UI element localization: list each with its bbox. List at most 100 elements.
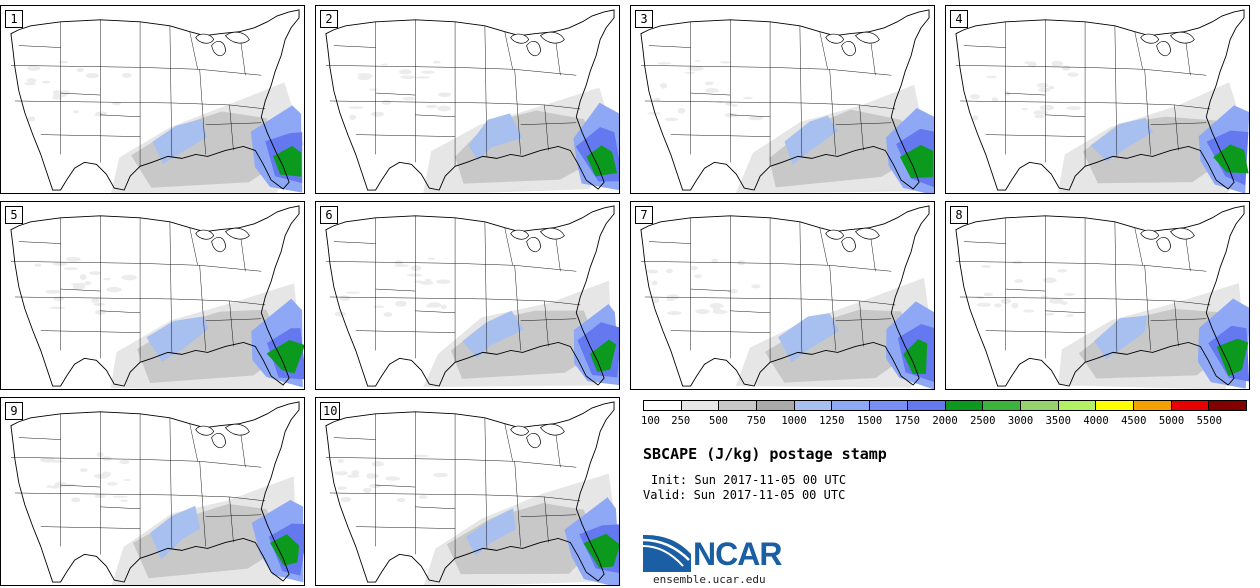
state-border [670, 134, 771, 137]
colorbar-swatch [794, 401, 833, 410]
great-lake [841, 237, 856, 253]
colorbar-tick-label: 3500 [1045, 415, 1071, 427]
state-border [60, 484, 101, 488]
cape-speckle [27, 116, 36, 122]
cape-speckle [737, 260, 745, 266]
ncar-logo: NCAR [642, 532, 793, 572]
great-lake [211, 237, 226, 253]
cape-contour-fill [465, 508, 516, 556]
cape-speckle [394, 264, 410, 268]
ensemble-panel: 1 [0, 5, 305, 194]
state-border [819, 227, 828, 266]
conus-map [10, 205, 304, 389]
colorbar-swatch [907, 401, 946, 410]
great-lake [825, 229, 844, 240]
state-border [100, 506, 141, 510]
panel-label: 6 [320, 206, 338, 224]
cape-speckle [106, 482, 118, 486]
state-border [770, 263, 892, 272]
state-border [544, 104, 549, 151]
state-border [484, 25, 488, 157]
cape-speckle [384, 476, 397, 480]
cape-speckle [994, 303, 1002, 308]
conus-map [955, 205, 1249, 389]
cape-speckle [363, 489, 372, 494]
cape-speckle [724, 112, 737, 118]
state-border [963, 45, 1006, 48]
cape-speckle [336, 486, 347, 490]
cape-speckle [42, 80, 51, 84]
cape-speckle [1062, 65, 1071, 71]
great-lake [225, 227, 250, 240]
cape-speckle [704, 81, 714, 86]
cape-contour-fill [446, 502, 597, 575]
cape-speckle [1034, 114, 1045, 119]
cape-speckle [345, 291, 361, 294]
state-border [375, 288, 416, 292]
cape-speckle [435, 279, 451, 284]
cape-speckle [666, 268, 673, 274]
cape-speckle [1038, 87, 1051, 93]
colorbar-tick-label: 5500 [1196, 415, 1222, 427]
cape-speckle [437, 105, 452, 112]
cape-contour-fill [778, 313, 840, 363]
cape-speckle [1033, 110, 1048, 115]
state-border [189, 423, 198, 462]
conus-map [10, 401, 304, 585]
cape-contour-fill [583, 533, 619, 568]
state-border [544, 496, 549, 543]
great-lake [855, 31, 880, 44]
init-time: Init: Sun 2017-11-05 00 UTC [651, 473, 847, 487]
cape-speckle [1065, 314, 1074, 318]
cape-speckle [395, 300, 407, 307]
cape-speckle [51, 485, 59, 489]
cape-contour-fill [146, 316, 209, 362]
cape-speckle [334, 471, 348, 476]
chart-title: SBCAPE (J/kg) postage stamp [643, 445, 887, 463]
cape-speckle [121, 274, 137, 281]
state-border [169, 417, 173, 549]
great-lake [526, 41, 541, 57]
cape-speckle [369, 88, 378, 91]
cape-speckle [1021, 107, 1028, 111]
cape-speckle [433, 472, 448, 478]
colorbar-tick-label: 2500 [970, 415, 996, 427]
state-border [455, 263, 577, 272]
state-border [799, 25, 803, 157]
cape-contour-fill [586, 145, 618, 177]
cape-speckle [72, 110, 80, 114]
colorbar-swatch [1171, 401, 1210, 410]
state-border [60, 92, 101, 96]
cape-speckle [24, 82, 36, 86]
state-border [10, 261, 141, 264]
state-border [640, 261, 771, 264]
state-border [670, 330, 771, 333]
cape-speckle [348, 106, 364, 109]
cape-speckle [419, 280, 434, 285]
colorbar-tick-label: 1000 [781, 415, 807, 427]
state-border [10, 457, 141, 460]
state-border [799, 221, 803, 353]
state-border [189, 227, 198, 266]
state-border [18, 241, 61, 244]
cape-speckle [101, 471, 112, 477]
ncar-swoosh-icon [642, 534, 691, 572]
cape-contour-fill [462, 310, 524, 359]
colorbar-tick-label: 250 [671, 415, 691, 427]
state-border [375, 484, 416, 488]
state-border [355, 526, 456, 529]
coastline [325, 9, 615, 191]
conus-map [955, 9, 1249, 193]
cape-speckle [383, 312, 393, 317]
cape-speckle [410, 265, 422, 272]
state-border [648, 241, 691, 244]
cape-speckle [415, 76, 431, 79]
cape-speckle [683, 71, 696, 74]
colorbar-swatch [681, 401, 720, 410]
state-border [514, 69, 521, 155]
cape-speckle [705, 88, 719, 93]
cape-speckle [366, 473, 376, 479]
conus-map [640, 9, 934, 193]
cape-contour-fill [769, 109, 917, 188]
coastline [325, 205, 615, 387]
